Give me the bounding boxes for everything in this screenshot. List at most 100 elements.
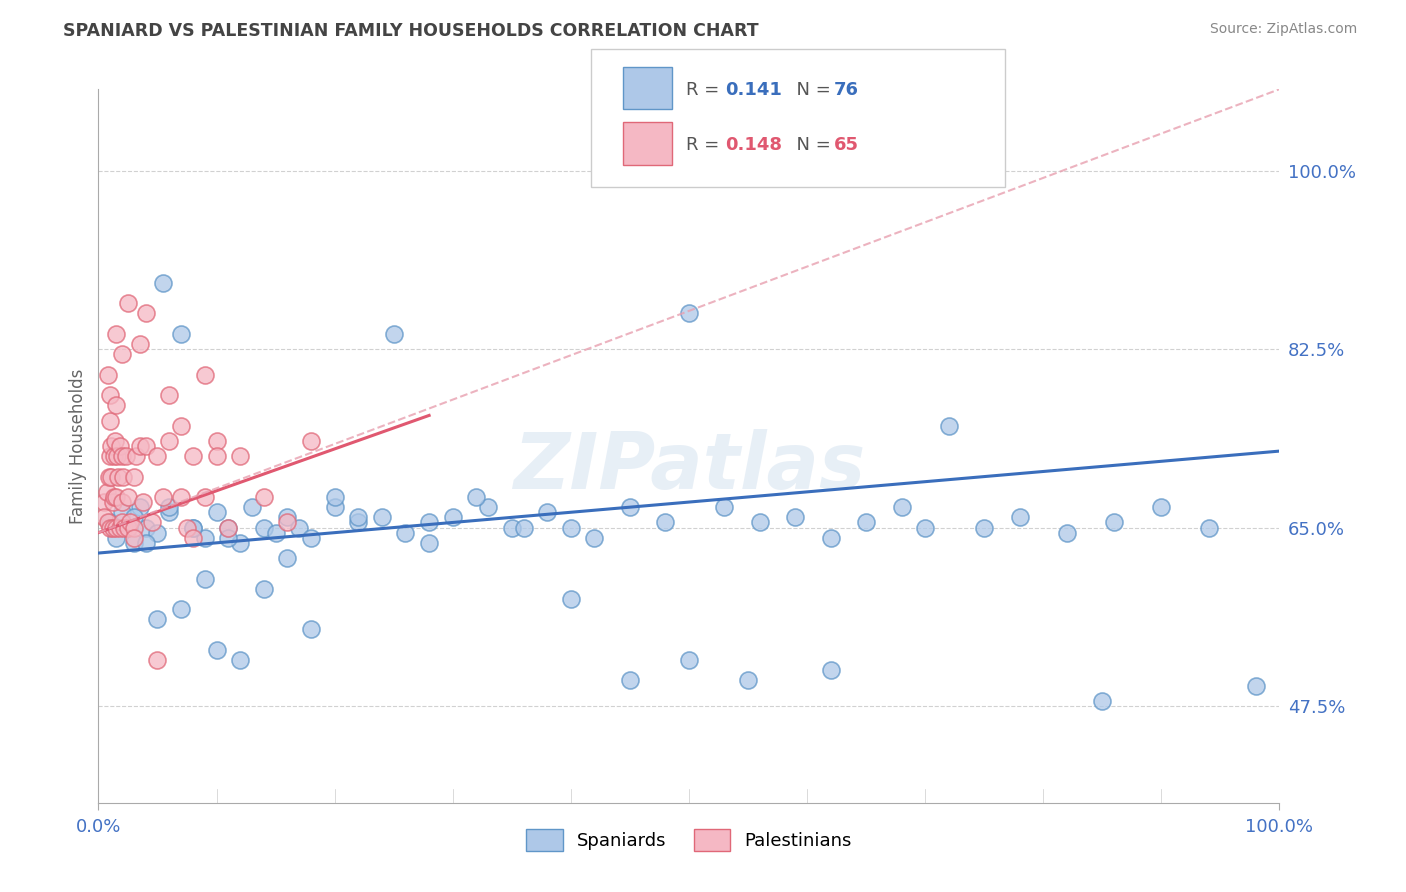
Point [619,673,641,688]
Point [205,434,228,448]
Point [152,276,174,290]
Point [128,439,150,453]
Point [181,449,204,463]
Point [394,525,416,540]
Point [111,449,134,463]
Text: R =: R = [686,81,725,99]
Point [170,326,193,341]
Point [347,516,370,530]
Point [347,510,370,524]
Point [135,306,157,320]
Point [299,434,322,448]
Point [371,510,394,524]
Point [122,520,145,534]
Text: 0.141: 0.141 [725,81,782,99]
Point [1056,525,1078,540]
Point [890,500,912,515]
Point [98,469,121,483]
Y-axis label: Family Households: Family Households [69,368,87,524]
Point [98,516,121,530]
Point [276,510,298,524]
Point [194,368,217,382]
Point [855,516,877,530]
Point [1244,679,1267,693]
Point [132,495,155,509]
Point [146,525,169,540]
Point [114,449,136,463]
Point [323,500,346,515]
Point [128,337,150,351]
Point [128,500,150,515]
Point [108,520,131,534]
Point [111,505,134,519]
Point [100,439,122,453]
Point [1150,500,1173,515]
Point [97,368,120,382]
Point [181,531,204,545]
Point [205,643,228,657]
Point [125,449,148,463]
Point [98,413,121,427]
Point [820,663,842,677]
Point [93,510,115,524]
Point [465,490,488,504]
Point [1198,520,1220,534]
Point [713,500,735,515]
Point [170,418,193,433]
Point [98,388,121,402]
Point [112,520,135,534]
Point [108,439,131,453]
Point [107,469,129,483]
Point [536,505,558,519]
Point [914,520,936,534]
Point [100,469,122,483]
Point [288,520,311,534]
Point [135,520,157,534]
Point [117,520,139,534]
Point [96,484,118,499]
Point [146,653,169,667]
Point [157,434,180,448]
Point [748,516,770,530]
Text: N =: N = [785,136,837,154]
Point [176,520,198,534]
Legend: Spaniards, Palestinians: Spaniards, Palestinians [512,814,866,865]
Point [112,469,135,483]
Point [299,623,322,637]
Point [103,490,125,504]
Text: Source: ZipAtlas.com: Source: ZipAtlas.com [1209,22,1357,37]
Point [276,516,298,530]
Point [181,520,204,534]
Point [441,510,464,524]
Point [323,490,346,504]
Point [264,525,287,540]
Point [560,520,582,534]
Point [117,490,139,504]
Point [111,516,134,530]
Point [938,418,960,433]
Point [117,296,139,310]
Point [194,490,217,504]
Point [1102,516,1125,530]
Point [105,520,128,534]
Point [678,653,700,667]
Point [135,536,157,550]
Text: 0.148: 0.148 [725,136,783,154]
Text: R =: R = [686,136,725,154]
Point [122,469,145,483]
Point [973,520,995,534]
Point [103,449,125,463]
Point [170,490,193,504]
Point [146,612,169,626]
Point [111,347,134,361]
Point [418,536,440,550]
Point [654,516,676,530]
Point [101,520,124,534]
Point [229,536,252,550]
Point [382,326,405,341]
Point [170,602,193,616]
Point [253,520,276,534]
Point [111,495,134,509]
Point [105,531,128,545]
Point [157,500,180,515]
